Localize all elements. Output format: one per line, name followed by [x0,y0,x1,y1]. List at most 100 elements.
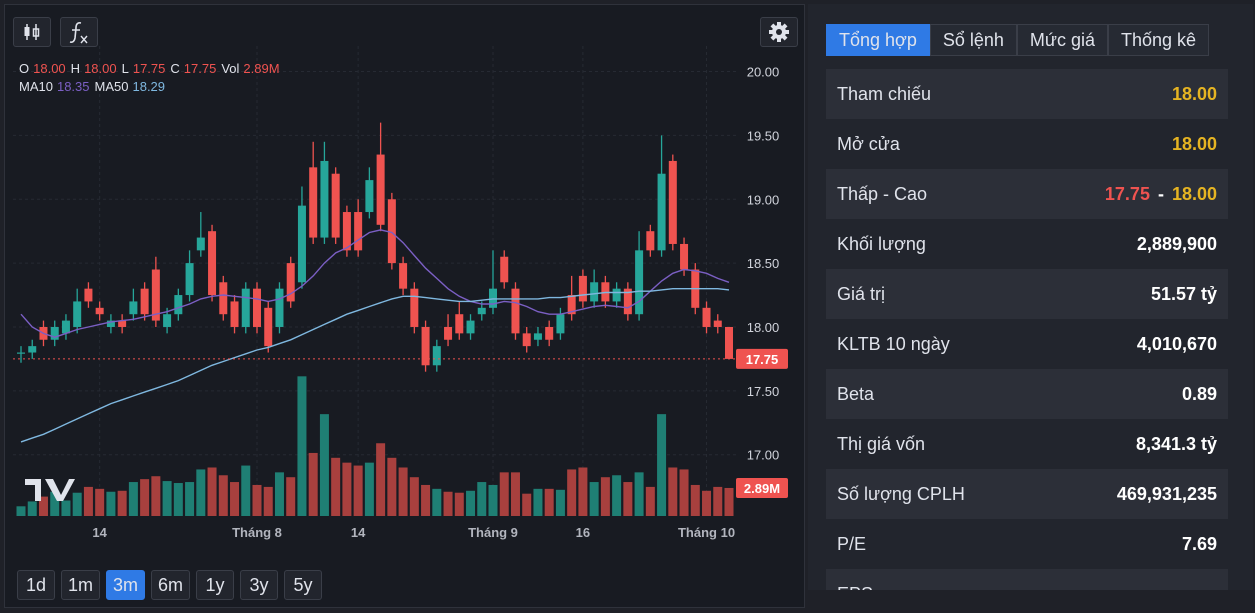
candle-body [410,288,419,327]
volume-bar [612,475,622,516]
candle-body [713,320,722,327]
range-button[interactable]: 6m [151,570,191,600]
row-value: 2,889,900 [1136,233,1217,254]
row-label: Khối lượng [837,233,926,254]
candle-body [196,237,205,251]
candle-body [84,288,93,302]
candle-body [331,173,340,238]
tab[interactable]: Thống kê [1108,24,1210,56]
y-tick-label: 18.00 [747,320,780,335]
summary-table: Tham chiếu 18.00 Mở cửa 18.00 Thấp - Cao 17.7… [826,69,1228,590]
range-button[interactable]: 1m [61,570,101,600]
candle-body [522,333,531,347]
volume-bar [72,492,82,516]
volume-bar [319,414,329,516]
y-tick-label: 17.50 [747,384,780,399]
row-label: Giá trị [837,283,886,304]
row-label: EPS [837,584,873,591]
candle-body [567,295,576,315]
row-label: Beta [837,383,875,404]
candle-body [387,199,396,264]
candle-body [623,288,632,315]
volume-bar [477,482,487,516]
indicator-button[interactable] [60,17,98,47]
volume-bar [376,443,386,516]
volume-bar [196,469,206,516]
volume-bar [83,486,93,516]
volume-bar [432,488,442,516]
candle-icon [24,24,40,40]
candle-body [151,269,160,321]
volume-bar [533,488,543,516]
summary-row: EPS [826,569,1228,590]
y-tick-label: 19.50 [747,128,780,143]
summary-row: Thấp - Cao 17.75-18.00 [826,169,1228,219]
ma-line [20,229,730,338]
candle-body [309,167,318,238]
volume-bar [421,484,431,516]
volume-bar [409,477,419,516]
settings-button[interactable] [760,17,798,47]
range-bar: 1d 1m 3m 6m 1y 3y 5y [17,570,323,600]
range-button[interactable]: 5y [284,570,323,600]
volume-bar [724,487,734,516]
candle-body [342,212,351,251]
x-tick-label: 14 [351,525,366,540]
legend-key: MA50 [95,79,129,94]
logo [25,479,75,501]
summary-row: Giá trị 51.57 tỷ [826,269,1228,319]
tab[interactable]: Mức giá [1016,24,1108,56]
range-button[interactable]: 1d [17,570,55,600]
volume-bar [207,467,217,516]
price-tag [736,348,788,369]
volume-bar [263,486,273,516]
candle-body [680,243,689,270]
x-tick-label: 14 [92,525,107,540]
volume-bar [657,414,667,516]
row-label: Số lượng CPLH [837,483,965,504]
candle-body [432,346,441,366]
x-tick-label: 16 [576,525,590,540]
gear-icon [769,22,789,42]
legend-key: L [122,61,129,76]
volume-bar [140,479,150,516]
row-value: 18.00 [1171,83,1217,104]
row-value: 0.89 [1181,383,1217,404]
range-button[interactable]: 3m [106,570,146,600]
volume-bar [522,493,532,516]
volume-bar [128,482,138,516]
tab[interactable]: Sổ lệnh [929,24,1017,56]
volume-bar [241,465,251,516]
summary-row: Khối lượng 2,889,900 [826,219,1228,269]
candle-body [118,320,127,327]
volume-bar [50,491,60,516]
range-button[interactable]: 1y [196,570,235,600]
candle-body [208,231,217,296]
volume-bar [555,489,565,516]
candle-body [725,326,733,359]
candle-body [511,288,520,334]
range-button[interactable]: 3y [240,570,279,600]
candle-body [657,173,666,251]
row-label: Thị giá vốn [837,433,926,454]
row-value: 8,341.3 tỷ [1135,433,1217,454]
tab[interactable]: Tổng hợp [826,24,930,56]
volume-bar [668,467,678,516]
volume-bar [27,501,37,516]
chart-type-button[interactable] [13,17,51,47]
candle-body [17,352,25,354]
summary-row: Tham chiếu 18.00 [826,69,1228,119]
legend-value: 18.35 [57,79,90,94]
volume-bar [387,457,397,516]
volume-bar [645,486,655,516]
x-tick-label: Tháng 8 [232,525,282,540]
summary-row: Thị giá vốn 8,341.3 tỷ [826,419,1228,469]
row-label: P/E [837,533,867,554]
tabs: Tổng hợp Sổ lệnh Mức giá Thống kê [826,24,1210,56]
low-value: 17.75 [1104,183,1150,204]
chart: 17.00 17.50 18.00 18.50 19.00 19.50 20.00 14 Thá… [13,46,788,540]
legend-value: 2.89M [243,61,279,76]
candle-body [28,346,37,353]
volume-bar [95,488,105,516]
